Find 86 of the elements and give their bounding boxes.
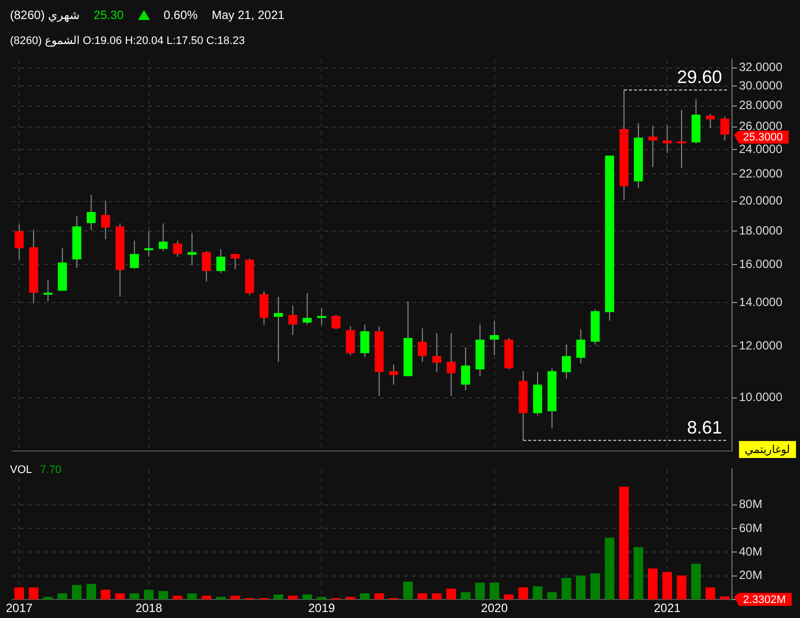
- bar: [230, 596, 240, 600]
- bar: [460, 592, 470, 600]
- x-tick-label: 2019: [308, 601, 336, 616]
- bar: [202, 596, 212, 600]
- text: 25.3000: [743, 132, 783, 144]
- bar: [604, 538, 614, 600]
- text: May 21, 2021: [212, 8, 284, 22]
- y-tick-label: 40M: [739, 544, 762, 558]
- bar: [58, 593, 68, 600]
- x-tick-label: 2020: [481, 601, 508, 616]
- x-tick-label: 2021: [654, 601, 681, 616]
- bar: [346, 596, 356, 600]
- ref-line-label: 29.60: [676, 67, 722, 88]
- bar: [144, 590, 154, 600]
- bar: [172, 596, 182, 600]
- bar: [115, 593, 125, 600]
- bar: [590, 573, 600, 600]
- bar: [28, 587, 38, 600]
- bar: [72, 585, 82, 600]
- y-tick-label: 22.0000: [739, 166, 783, 181]
- bar: [288, 596, 298, 600]
- y-tick-label: 80M: [739, 497, 762, 512]
- bar: [720, 596, 730, 600]
- bar: [504, 594, 514, 600]
- bar: [547, 592, 557, 600]
- bar: [446, 588, 456, 600]
- y-tick-label: 24.0000: [739, 142, 783, 156]
- bar: [14, 587, 24, 600]
- candlestick: [662, 125, 672, 153]
- bar: [634, 547, 644, 600]
- y-tick-label: 32.0000: [739, 60, 783, 74]
- candlestick: [44, 280, 52, 302]
- y-tick-label: 20M: [739, 568, 762, 582]
- y-tick-label: 18.0000: [739, 223, 783, 238]
- bar: [43, 596, 53, 600]
- y-tick-label: 20.0000: [739, 194, 783, 208]
- bar: [316, 596, 326, 600]
- text: لوغاريتمي: [738, 441, 796, 458]
- bar: [706, 587, 716, 600]
- bar: [187, 593, 197, 600]
- candlestick: [648, 126, 658, 168]
- y-tick-label: 30.0000: [739, 78, 783, 93]
- chart-subtitle: الشموع (8260) O:19.06 H:20.04 L:17.50 C:18.23: [10, 34, 245, 47]
- y-tick-label: 16.0000: [739, 256, 783, 271]
- bar: [100, 590, 110, 600]
- text: 2.3302M: [743, 594, 786, 606]
- y-tick-label: 60M: [739, 520, 762, 535]
- y-tick-label: 12.0000: [739, 338, 783, 353]
- bar: [619, 486, 629, 600]
- y-tick-label: 28.0000: [739, 98, 783, 112]
- bar: [360, 593, 370, 600]
- chart-subtitle: 7.70: [40, 464, 62, 476]
- bar: [562, 578, 572, 600]
- bar: [648, 568, 658, 600]
- bar: [418, 593, 428, 600]
- bar: [302, 594, 312, 600]
- bar: [403, 581, 413, 600]
- bar: [130, 593, 140, 600]
- bar: [475, 582, 485, 600]
- y-tick-label: 10.0000: [739, 390, 783, 404]
- bar: [676, 576, 686, 600]
- bar: [576, 576, 586, 600]
- y-tick-label: 26.0000: [739, 119, 783, 134]
- candlestick: [677, 110, 686, 168]
- chart-title: VOL: [10, 464, 32, 476]
- x-tick-label: 2018: [135, 601, 162, 616]
- bar: [532, 586, 542, 600]
- bar: [274, 594, 284, 600]
- candlestick: [274, 296, 283, 362]
- text: 25.30: [94, 8, 124, 22]
- bar: [158, 590, 168, 600]
- bar: [518, 587, 528, 600]
- ref-line-label: 8.61: [686, 417, 722, 438]
- bar: [662, 572, 672, 600]
- x-tick-label: 2017: [6, 601, 33, 616]
- chart-title: (8260) شهري: [10, 8, 80, 22]
- bar: [216, 596, 226, 600]
- bar: [432, 593, 442, 600]
- bar: [490, 582, 500, 600]
- text: 0.60%: [164, 8, 198, 22]
- candlestick: [188, 232, 196, 266]
- candlestick: [144, 231, 154, 257]
- bar: [86, 584, 96, 600]
- bar: [691, 564, 701, 600]
- bar: [374, 593, 384, 600]
- y-tick-label: 14.0000: [739, 294, 783, 309]
